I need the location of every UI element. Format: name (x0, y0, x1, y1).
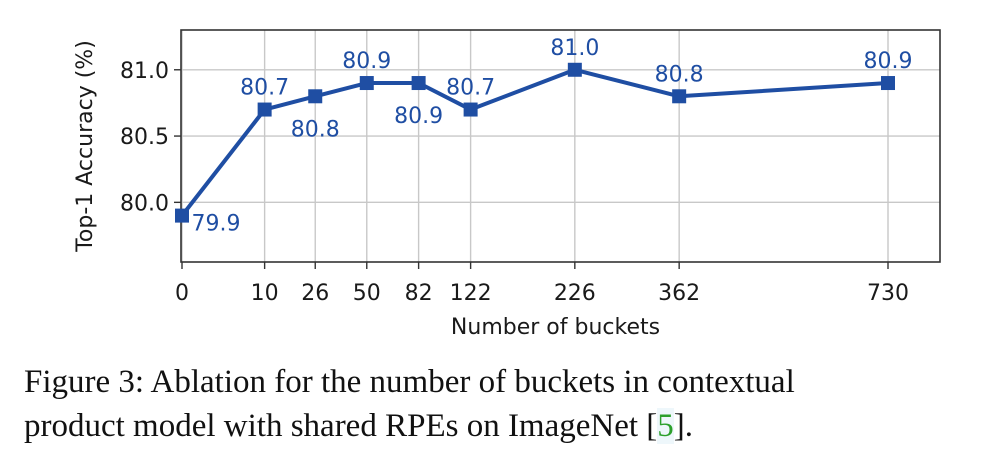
x-tick-label: 82 (405, 281, 433, 306)
axis-ticks: 0 10 26 50 82 122 226 362 730 80.0 80.5 81.0 (120, 59, 909, 306)
y-tick-label: 80.0 (120, 191, 169, 216)
y-axis-title: Top-1 Accuracy (%) (73, 40, 98, 253)
y-tick-label: 80.5 (120, 125, 169, 150)
caption-line-2-text: product model with shared RPEs on ImageN… (24, 408, 658, 444)
x-tick-label: 26 (301, 281, 329, 306)
x-axis-title: Number of buckets (451, 315, 660, 340)
caption-line-1: Figure 3: Ablation for the number of buc… (24, 364, 795, 400)
x-tick-label: 226 (554, 281, 596, 306)
citation-link[interactable]: 5 (657, 408, 674, 444)
data-label: 80.7 (446, 76, 495, 101)
y-tick-label: 81.0 (120, 59, 169, 84)
x-tick-label: 122 (450, 281, 492, 306)
data-point-marker (257, 102, 272, 117)
data-label: 80.9 (864, 49, 913, 74)
series-group: 79.980.780.880.980.980.781.080.880.9 (175, 36, 912, 237)
data-label: 79.9 (192, 212, 241, 237)
grid-lines (181, 30, 940, 262)
caption-line-2-end: ]. (673, 408, 694, 444)
data-point-marker (359, 76, 374, 91)
x-tick-label: 10 (251, 281, 279, 306)
data-label: 80.8 (655, 62, 704, 87)
figure-caption: Figure 3: Ablation for the number of buc… (24, 360, 984, 448)
x-tick-label: 0 (175, 281, 189, 306)
data-point-marker (411, 76, 426, 91)
data-point-marker (308, 89, 323, 104)
data-point-marker (881, 76, 895, 91)
data-label: 80.9 (342, 49, 391, 74)
data-point-marker (567, 62, 582, 77)
x-tick-label: 362 (658, 281, 700, 306)
data-label: 80.7 (240, 76, 289, 101)
data-label: 81.0 (550, 36, 599, 61)
line-chart: 0 10 26 50 82 122 226 362 730 80.0 80.5 81.0 79.9 80… (73, 29, 941, 340)
x-tick-label: 50 (353, 281, 381, 306)
data-label: 80.8 (291, 117, 340, 142)
data-point-marker (672, 89, 687, 104)
plot-frame (180, 29, 941, 263)
data-label: 80.9 (394, 104, 443, 129)
x-tick-label: 730 (867, 281, 909, 306)
data-point-marker (463, 102, 478, 117)
data-point-marker (175, 208, 189, 223)
